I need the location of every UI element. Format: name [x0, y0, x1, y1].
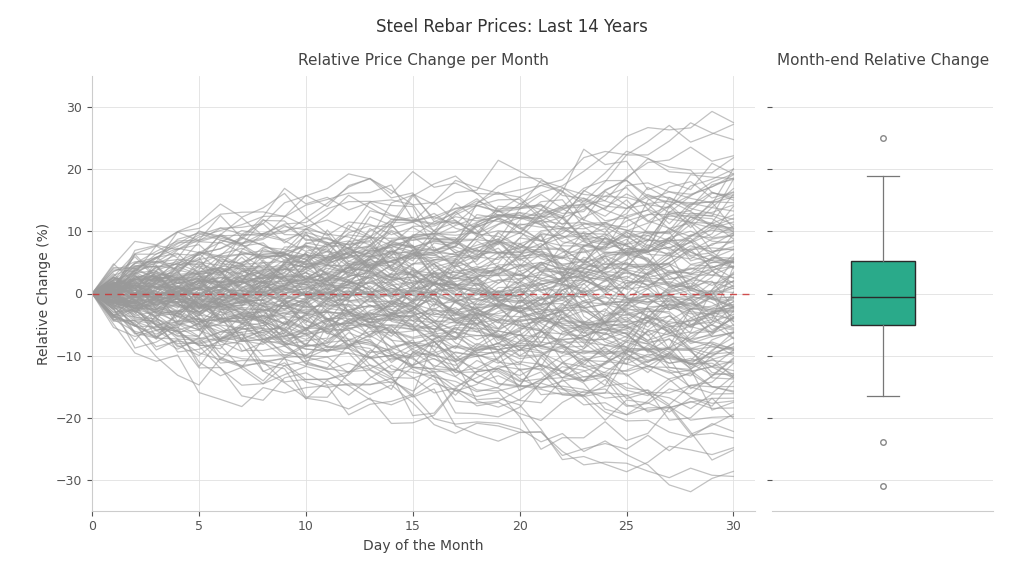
Title: Month-end Relative Change: Month-end Relative Change [777, 53, 989, 68]
X-axis label: Day of the Month: Day of the Month [364, 539, 483, 553]
Text: Steel Rebar Prices: Last 14 Years: Steel Rebar Prices: Last 14 Years [376, 18, 648, 36]
Y-axis label: Relative Change (%): Relative Change (%) [37, 222, 50, 365]
Title: Relative Price Change per Month: Relative Price Change per Month [298, 53, 549, 68]
PathPatch shape [851, 261, 915, 325]
